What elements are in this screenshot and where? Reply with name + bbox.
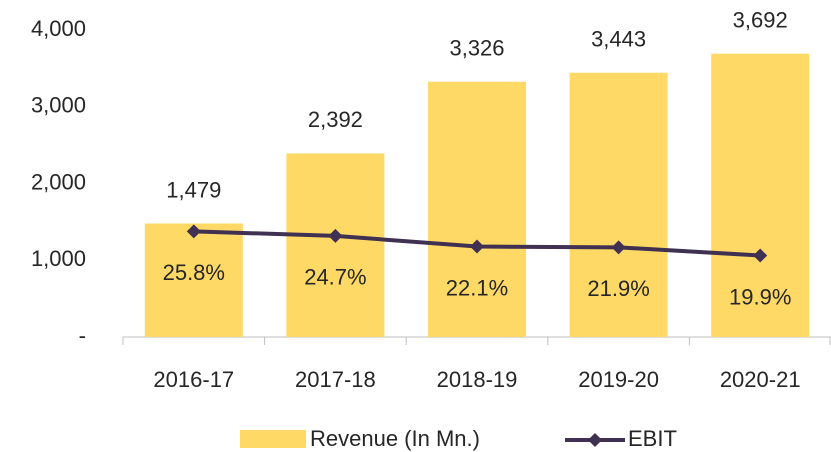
y-tick-label: 2,000	[31, 169, 86, 194]
bar	[569, 72, 668, 337]
bar-value-label: 3,443	[591, 27, 646, 52]
line-marker	[186, 224, 201, 239]
bar	[428, 81, 526, 338]
line-value-label: 25.8%	[163, 260, 225, 285]
line-value-label: 22.1%	[446, 275, 508, 300]
y-tick-label: 1,000	[31, 246, 86, 271]
line-value-label: 19.9%	[729, 284, 791, 309]
x-tick-label: 2019-20	[578, 367, 659, 392]
line-marker	[470, 239, 484, 254]
x-tick-label: 2017-18	[295, 367, 376, 392]
bar-value-label: 3,326	[449, 36, 504, 61]
bar-value-label: 1,479	[166, 177, 221, 202]
bar	[286, 153, 385, 337]
y-tick-label: 3,000	[31, 93, 86, 118]
y-tick-label: 4,000	[31, 16, 86, 41]
legend-label: Revenue (In Mn.)	[310, 426, 480, 451]
line-value-label: 24.7%	[304, 265, 366, 290]
y-tick-label: -	[79, 323, 86, 348]
bar	[144, 223, 243, 337]
line-marker	[611, 240, 626, 255]
x-tick-label: 2016-17	[153, 367, 234, 392]
line-marker	[328, 228, 343, 243]
line-value-label: 21.9%	[587, 276, 649, 301]
line-marker	[753, 248, 768, 263]
bar-value-label: 3,692	[733, 7, 788, 32]
bar	[711, 53, 810, 337]
legend-marker	[588, 433, 602, 447]
legend-label: EBIT	[628, 426, 677, 451]
bar-value-label: 2,392	[308, 107, 363, 132]
legend-swatch	[240, 430, 306, 448]
x-tick-label: 2018-19	[437, 367, 518, 392]
x-tick-label: 2020-21	[720, 367, 801, 392]
